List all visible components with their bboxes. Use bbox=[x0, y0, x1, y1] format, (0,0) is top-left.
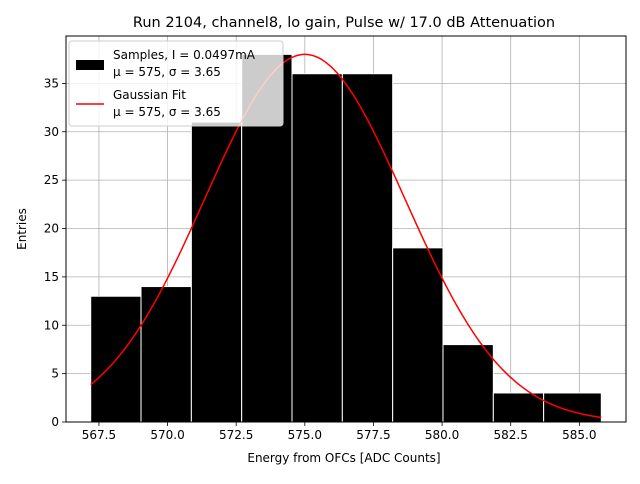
y-tick-label: 10 bbox=[44, 318, 59, 332]
x-tick-label: 582.5 bbox=[494, 428, 528, 442]
y-tick-label: 35 bbox=[44, 76, 59, 90]
y-tick-label: 25 bbox=[44, 173, 59, 187]
histogram-bar bbox=[392, 247, 444, 423]
legend-stats-samples: μ = 575, σ = 3.65 bbox=[113, 65, 221, 79]
chart-title: Run 2104, channel8, lo gain, Pulse w/ 17… bbox=[133, 15, 555, 31]
legend: Samples, I = 0.0497mA μ = 575, σ = 3.65 … bbox=[68, 40, 284, 127]
y-axis-ticks: 0 5 10 15 20 25 30 35 bbox=[44, 76, 66, 429]
y-tick-label: 5 bbox=[51, 367, 59, 381]
x-axis-label: Energy from OFCs [ADC Counts] bbox=[247, 451, 440, 465]
legend-stats-fit: μ = 575, σ = 3.65 bbox=[113, 105, 221, 119]
x-tick-label: 585.0 bbox=[562, 428, 596, 442]
legend-swatch-samples bbox=[76, 60, 104, 70]
histogram-bar bbox=[442, 344, 494, 423]
y-tick-label: 15 bbox=[44, 270, 59, 284]
plot-frame bbox=[65, 35, 627, 423]
y-tick-label: 30 bbox=[44, 125, 59, 139]
x-tick-label: 580.0 bbox=[425, 428, 459, 442]
y-tick-label: 20 bbox=[44, 222, 59, 236]
histogram-bar bbox=[543, 392, 602, 423]
legend-label-samples: Samples, I = 0.0497mA bbox=[113, 48, 256, 62]
x-tick-label: 567.5 bbox=[82, 428, 116, 442]
y-axis-label: Entries bbox=[15, 208, 29, 250]
histogram-bar bbox=[492, 392, 545, 423]
histogram-bar bbox=[291, 73, 343, 423]
gaussian-fit-line bbox=[90, 53, 602, 419]
legend-label-fit: Gaussian Fit bbox=[113, 88, 186, 102]
histogram-bar bbox=[190, 121, 243, 423]
x-axis-ticks: 567.5 570.0 572.5 575.0 577.5 580.0 582.5 585.0 bbox=[82, 422, 597, 442]
x-tick-label: 570.0 bbox=[150, 428, 184, 442]
x-tick-label: 577.5 bbox=[356, 428, 390, 442]
histogram-bar bbox=[140, 286, 192, 423]
x-tick-label: 575.0 bbox=[288, 428, 322, 442]
histogram-bar bbox=[341, 73, 394, 423]
legend-box bbox=[68, 40, 284, 127]
y-tick-label: 0 bbox=[51, 415, 59, 429]
x-tick-label: 572.5 bbox=[219, 428, 253, 442]
